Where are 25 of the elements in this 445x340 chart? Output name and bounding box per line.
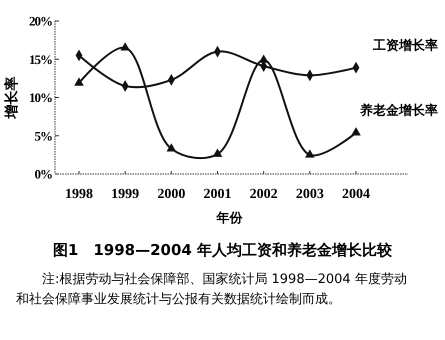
point [74,77,84,86]
y-tick-label: 20% [29,14,52,29]
y-axis-title: 增长率 [2,76,20,120]
point [258,54,268,63]
text: 注:根据劳动与社会保障部、国家统计局 1998—2004 年度劳动和社会保障事业发展统计与公报有关数据统计绘制而成。 [16,271,407,307]
y-tick-label: 15% [29,52,52,67]
x-axis-title: 年份 [216,211,244,226]
x-tick-label: 2000 [157,187,186,202]
point [305,149,315,158]
x-tick-label: 2001 [204,187,232,202]
x-tick-label: 1998 [65,187,93,202]
x-tick-label: 1999 [111,187,140,202]
y-tick-label: 0% [34,166,52,182]
x-tick-label: 2002 [250,187,278,202]
x-tick-label: 2003 [296,187,324,202]
point [166,143,176,152]
series-label: 工资增长率 [372,38,438,54]
y-tick-label: 10% [29,90,52,106]
point [351,127,361,136]
series-label: 养老金增长率 [359,102,438,119]
x-tick-label: 2004 [342,187,370,202]
point [120,42,130,51]
text: 图1 1998—2004 年人均工资和养老金增长比较 [52,241,394,259]
y-tick-label: 5% [34,128,52,144]
point [212,148,222,157]
